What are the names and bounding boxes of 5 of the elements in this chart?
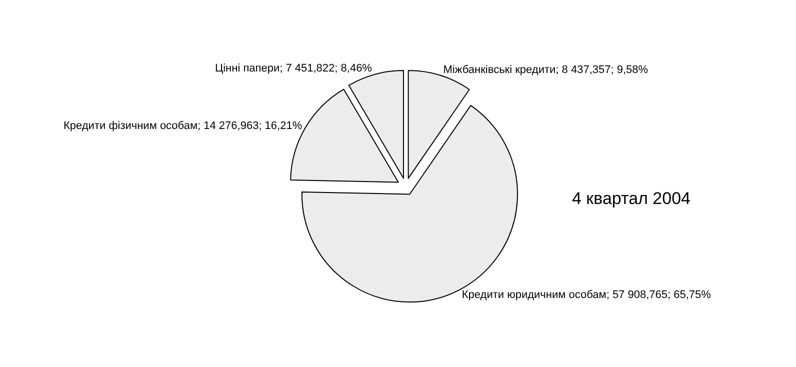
slice-label: Цінні папери; 7 451,822; 8,46%	[214, 62, 372, 75]
text: 4 квартал 2004	[572, 189, 691, 208]
slice-label: Кредити юридичним особам; 57 908,765; 65,75%	[462, 288, 712, 301]
slice-label: Міжбанківські кредити; 8 437,357; 9,58%	[443, 64, 648, 76]
slice-label: Кредити фізичним особам; 14 276,963; 16,21%	[63, 120, 302, 132]
